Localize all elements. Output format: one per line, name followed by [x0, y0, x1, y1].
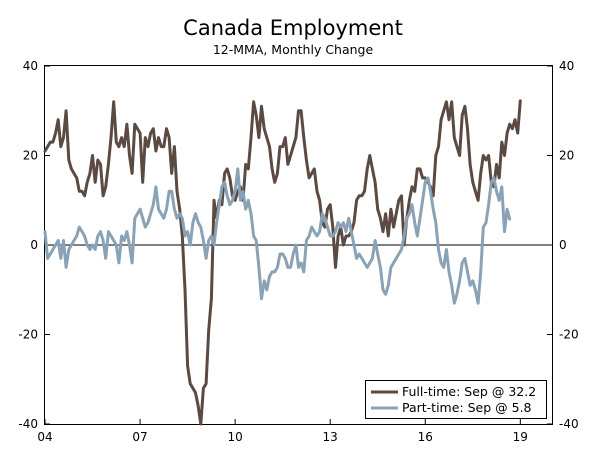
- y-tick-label-right: -20: [559, 328, 579, 342]
- x-tick-label: 04: [37, 430, 52, 444]
- y-tick-label-right: -40: [559, 417, 579, 431]
- y-tick-label-left: 40: [23, 59, 38, 73]
- series-line-full-time: [43, 99, 522, 426]
- legend: Full-time: Sep @ 32.2 Part-time: Sep @ 5…: [365, 380, 547, 419]
- y-tick-label-left: -20: [18, 328, 38, 342]
- chart-title: Canada Employment: [183, 16, 403, 40]
- y-tick-label-left: -40: [18, 417, 38, 431]
- y-tick-label-right: 40: [559, 59, 574, 73]
- series-layer: [43, 99, 522, 426]
- y-tick-label-right: 0: [559, 238, 567, 252]
- x-tick-label: 07: [132, 430, 147, 444]
- x-tick-label: 10: [227, 430, 242, 444]
- x-tick-label: 19: [513, 430, 528, 444]
- chart-subtitle: 12-MMA, Monthly Change: [213, 42, 374, 57]
- legend-label-full-time: Full-time: Sep @ 32.2: [402, 384, 536, 399]
- y-tick-label-right: 20: [559, 149, 574, 163]
- series-line-part-time: [43, 167, 512, 305]
- legend-label-part-time: Part-time: Sep @ 5.8: [402, 400, 532, 415]
- x-tick-label: 13: [323, 430, 338, 444]
- x-tick-label: 16: [418, 430, 433, 444]
- plot-area: [44, 65, 553, 425]
- legend-box: [365, 380, 547, 419]
- y-tick-label-left: 0: [30, 238, 38, 252]
- y-tick-label-left: 20: [23, 149, 38, 163]
